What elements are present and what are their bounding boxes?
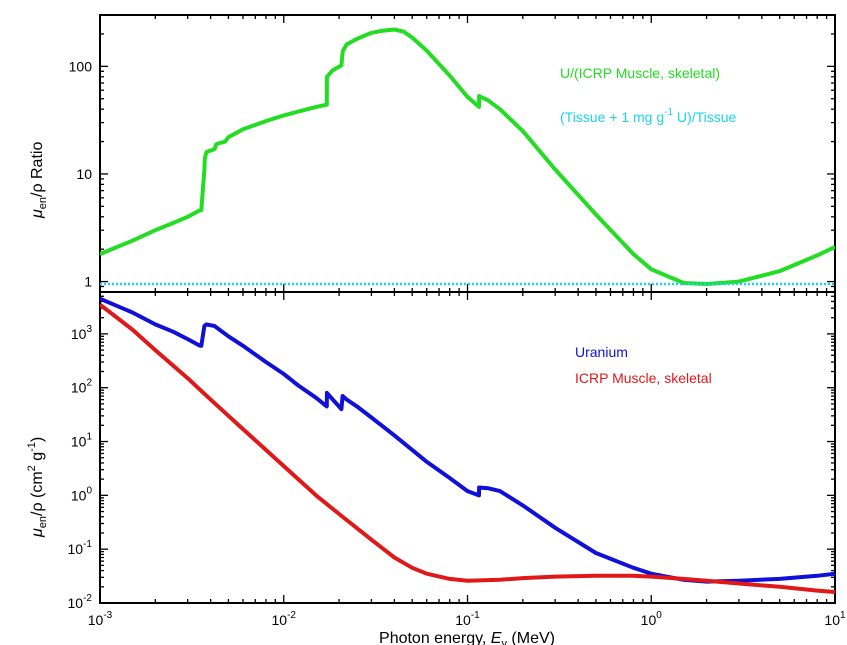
y-tick-label: 10-1: [68, 539, 93, 557]
legend-entry: (Tissue + 1 mg g-1 U)/Tissue: [560, 107, 737, 125]
y-tick-label: 102: [71, 378, 93, 396]
plot-frame-top: [99, 14, 836, 293]
legend-entry: Uranium: [575, 344, 628, 360]
y-tick-label: 101: [71, 432, 93, 450]
legend-entry: U/(ICRP Muscle, skeletal): [560, 65, 720, 81]
y-tick-label: 10: [76, 166, 92, 182]
y-tick-label: 10-2: [68, 593, 93, 611]
y-axis-label-bottom: μen/ρ (cm2 g-1): [26, 437, 49, 538]
y-axis-label-top: μen/ρ Ratio: [29, 142, 49, 219]
bottom-panel: 10-2 10-1 100 101 102 103 Uranium ICRP Muscle, …: [68, 291, 836, 611]
legend-entry: ICRP Muscle, skeletal: [575, 370, 712, 386]
x-tick-label: 10-3: [88, 610, 113, 628]
series-line-uranium: [100, 296, 835, 584]
plot-frame-bottom: [99, 291, 836, 604]
x-tick-label: 101: [824, 610, 846, 628]
y-tick-label: 103: [71, 324, 93, 342]
x-axis-label: Photon energy, Eγ (MeV): [379, 630, 555, 645]
x-tick-label: 10-1: [455, 610, 480, 628]
y-tick-label: 100: [69, 58, 93, 74]
x-tick-label: 100: [641, 610, 663, 628]
y-tick-label: 100: [71, 485, 93, 503]
y-tick-label: 1: [84, 274, 92, 290]
series-line-u-icrp-muscle-skeletal-: [100, 27, 835, 286]
series-line-icrp-muscle-skeletal: [100, 303, 835, 594]
x-tick-label: 10-2: [272, 610, 297, 628]
top-panel: 1 10 100 U/(ICRP Muscle, skeletal) (Tissue +…: [69, 14, 836, 293]
